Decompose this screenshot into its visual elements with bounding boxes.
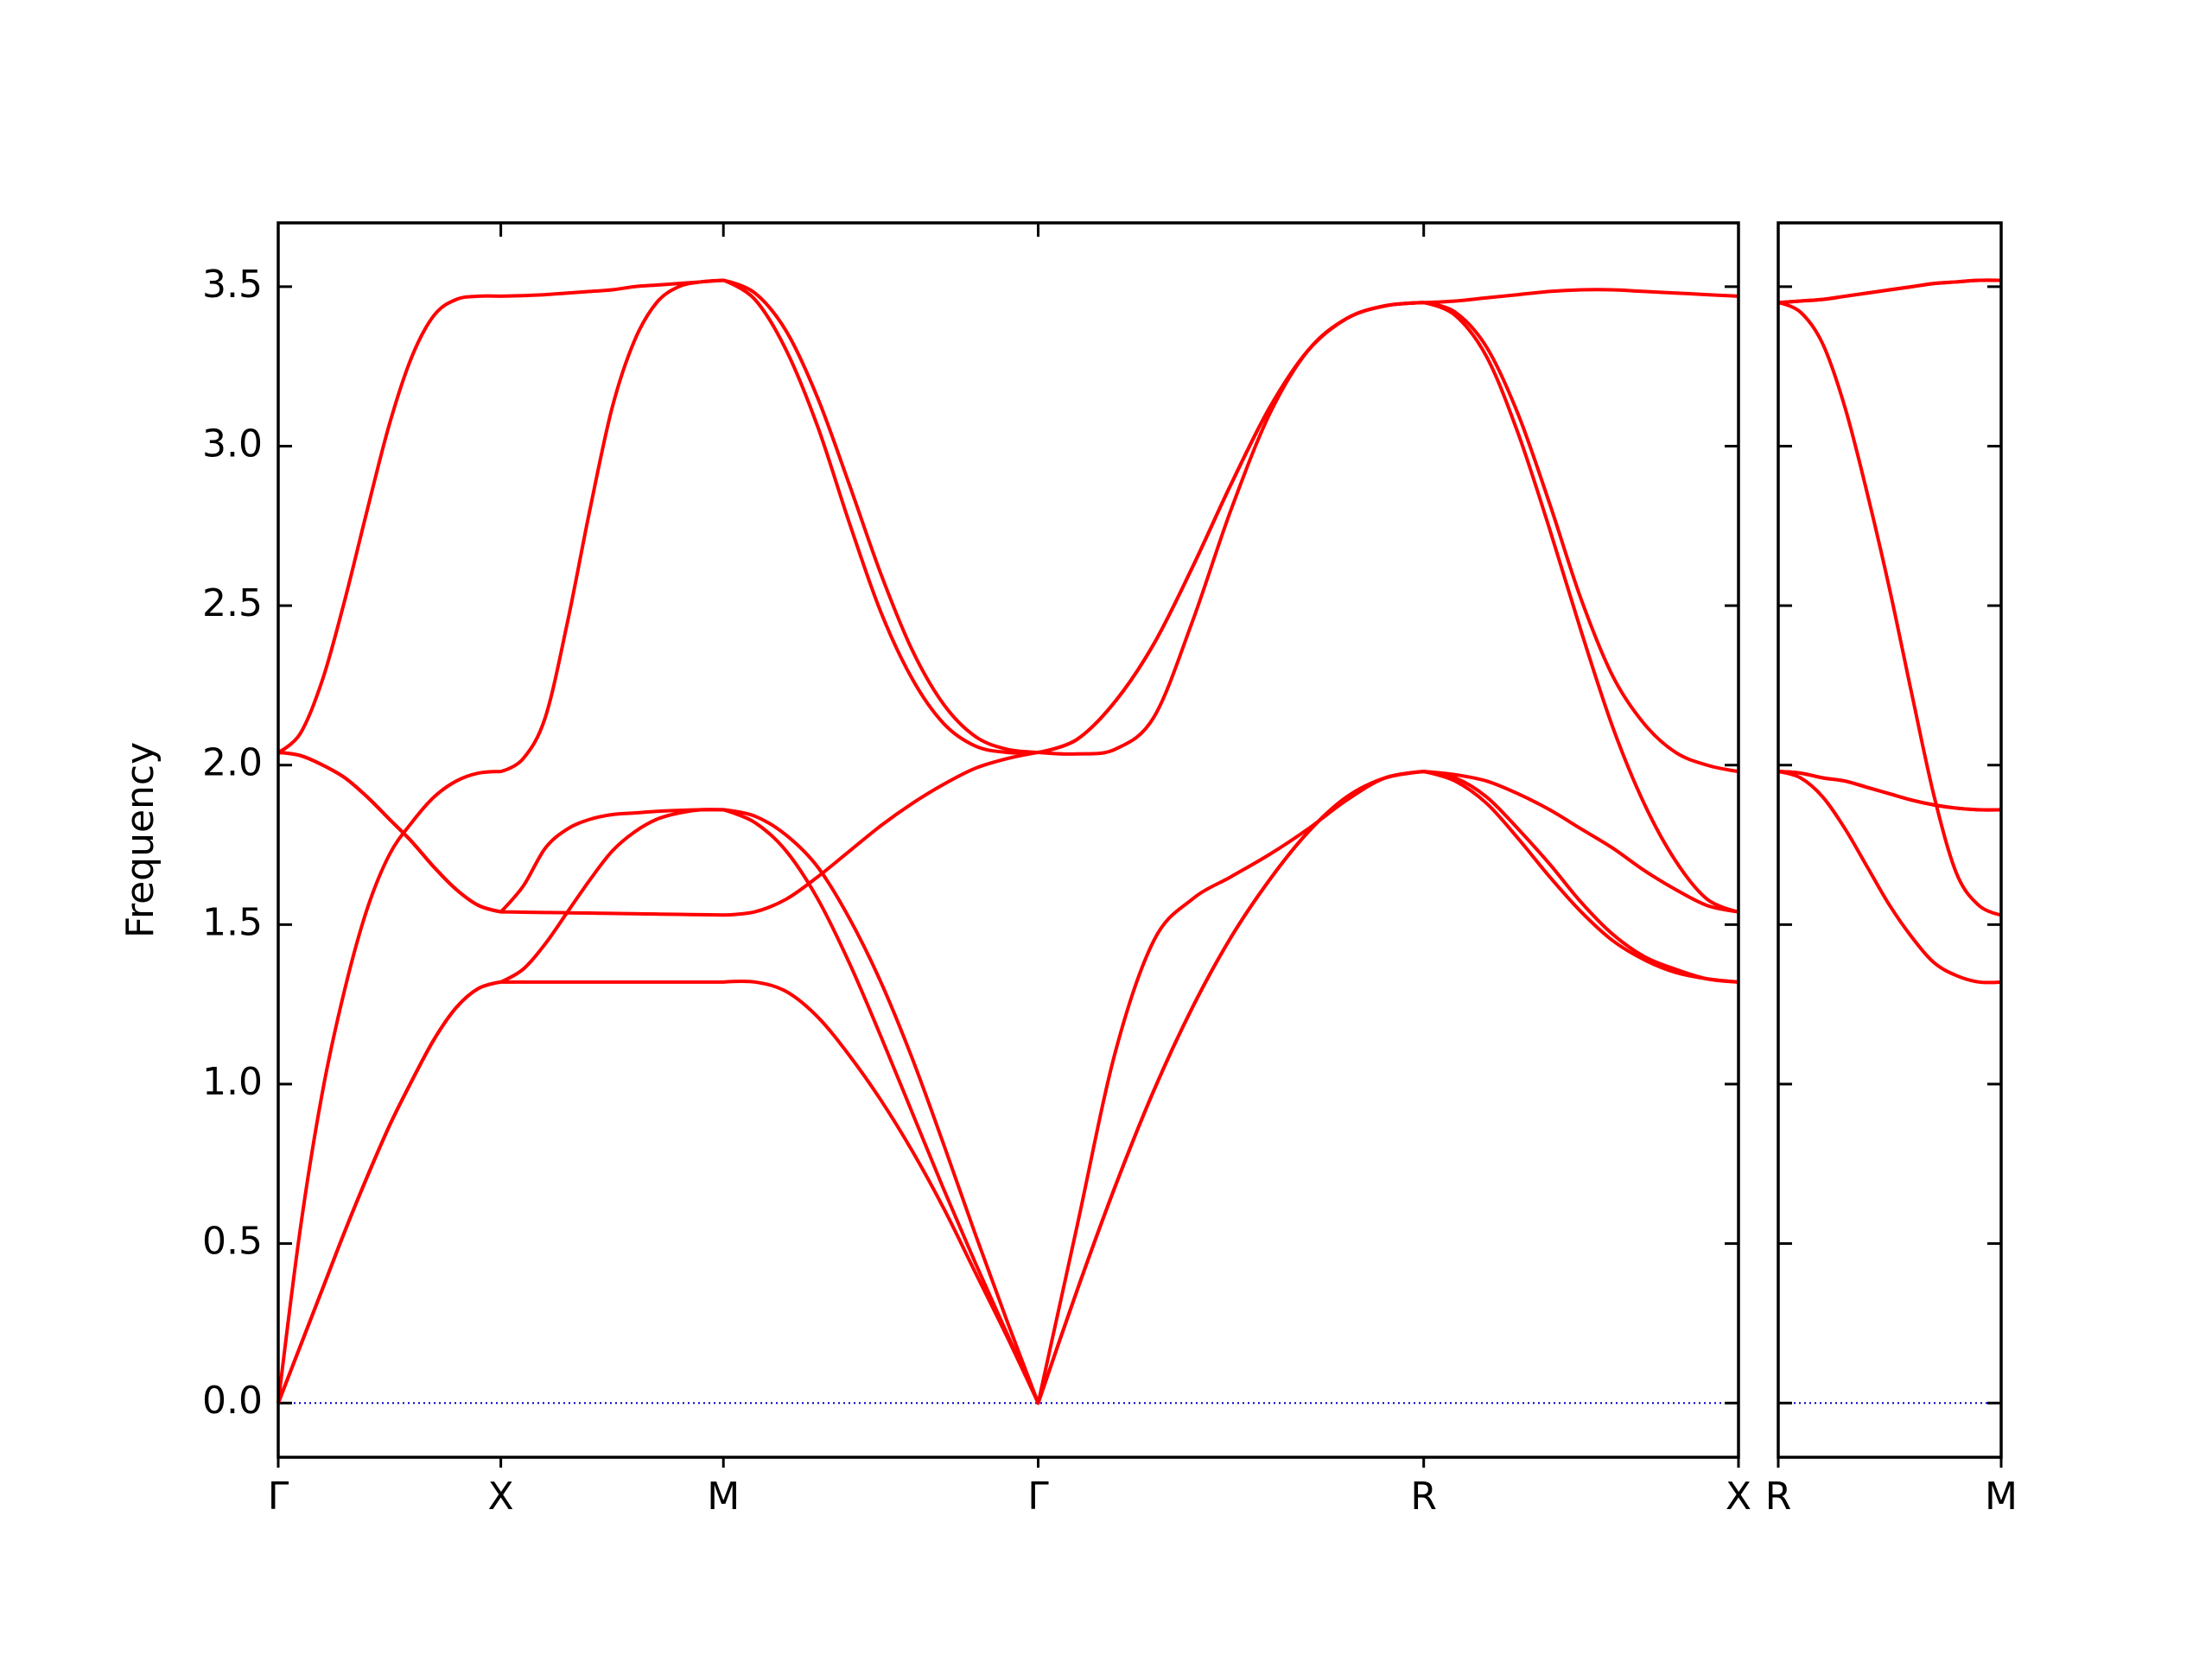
y-axis-label: Frequency — [118, 742, 162, 938]
x-tick-label: R — [1765, 1475, 1792, 1519]
plot-frame — [276, 221, 1740, 1459]
y-tick-label: 2.0 — [202, 741, 263, 785]
x-tick-label: M — [707, 1475, 740, 1519]
band-line — [1777, 770, 2002, 812]
band-line — [277, 278, 1739, 754]
y-tick-label: 0.5 — [202, 1220, 263, 1264]
x-tick-label: Γ — [1027, 1475, 1049, 1519]
y-tick-label: 1.5 — [202, 900, 263, 944]
x-tick-label: X — [1726, 1475, 1751, 1519]
band-line — [1777, 301, 2002, 917]
band-line — [276, 770, 1739, 1405]
x-tick-label: Γ — [268, 1475, 289, 1519]
y-tick-label: 2.5 — [202, 581, 263, 625]
y-tick-label: 1.0 — [202, 1060, 263, 1104]
x-tick-label: R — [1410, 1475, 1437, 1519]
band-line — [1777, 770, 2002, 985]
band-line — [1777, 278, 2002, 305]
x-tick-label: X — [488, 1475, 514, 1519]
y-tick-label: 3.5 — [202, 263, 263, 307]
plot-frame — [1777, 221, 2003, 1459]
y-tick-label: 0.0 — [202, 1379, 263, 1423]
x-tick-label: M — [1985, 1475, 2018, 1519]
y-tick-label: 3.0 — [202, 422, 263, 466]
band-line — [277, 301, 1739, 917]
band-line — [276, 278, 1739, 1404]
